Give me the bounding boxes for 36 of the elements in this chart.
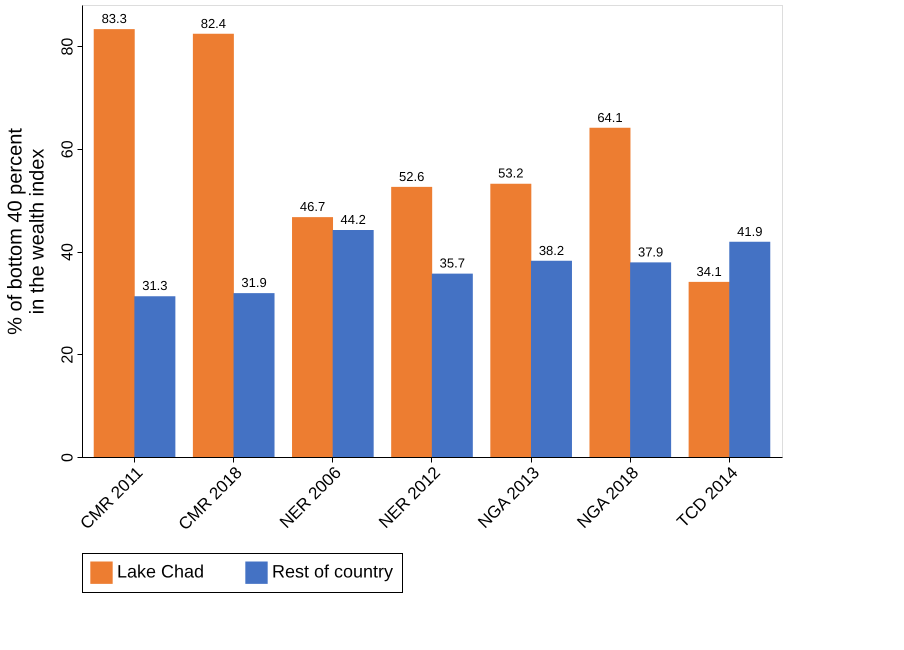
bar bbox=[391, 186, 432, 457]
y-tick-label: 20 bbox=[60, 346, 76, 364]
data-label: 35.7 bbox=[440, 256, 465, 271]
bar bbox=[332, 230, 374, 457]
legend-label: Rest of country bbox=[272, 562, 394, 582]
bar bbox=[292, 217, 334, 457]
data-label: 82.4 bbox=[200, 16, 226, 31]
bar bbox=[94, 29, 135, 457]
data-label: 46.7 bbox=[300, 199, 326, 214]
data-label: 53.2 bbox=[498, 166, 524, 181]
data-label: 38.2 bbox=[538, 242, 564, 258]
bar bbox=[729, 242, 770, 457]
data-label: 31.9 bbox=[241, 275, 267, 290]
y-tick-label: 0 bbox=[60, 452, 76, 462]
bar bbox=[134, 296, 176, 457]
bar bbox=[432, 274, 473, 457]
y-tick-label: 40 bbox=[60, 243, 76, 261]
data-label: 44.2 bbox=[340, 212, 366, 227]
bar bbox=[234, 293, 275, 457]
y-axis-title: % of bottom 40 percent in the wealth index bbox=[4, 128, 48, 335]
data-label: 41.9 bbox=[737, 224, 762, 239]
data-label: 52.6 bbox=[399, 168, 424, 184]
bar bbox=[530, 260, 572, 457]
data-label: 83.3 bbox=[102, 11, 127, 26]
bar bbox=[192, 34, 234, 457]
y-tick-label: 60 bbox=[60, 140, 76, 158]
y-tick-label: 80 bbox=[60, 38, 76, 56]
bar bbox=[589, 128, 630, 457]
legend-label: Lake Chad bbox=[117, 562, 204, 582]
bar bbox=[688, 282, 730, 457]
bar bbox=[490, 184, 532, 457]
bar bbox=[630, 262, 672, 457]
data-label: 34.1 bbox=[696, 264, 722, 279]
data-label: 64.1 bbox=[597, 110, 623, 125]
data-label: 37.9 bbox=[638, 244, 664, 260]
data-label: 31.3 bbox=[142, 278, 168, 294]
